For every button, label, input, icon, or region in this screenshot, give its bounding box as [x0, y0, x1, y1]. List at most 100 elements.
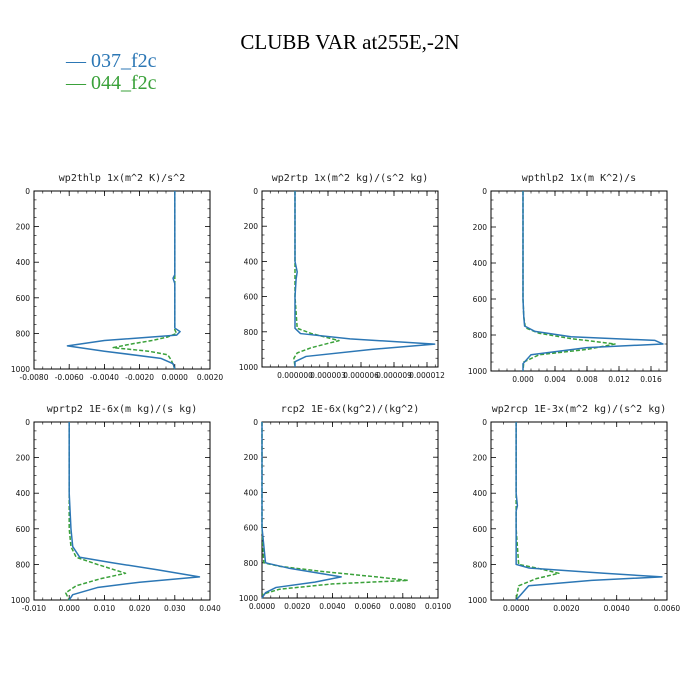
legend-entry-044: — 044_f2c [66, 72, 157, 94]
plot-frame [261, 421, 439, 599]
y-tick-label: 0 [482, 187, 487, 196]
x-tick-label: -0.0020 [125, 373, 154, 382]
y-tick-label: 200 [473, 454, 488, 463]
y-tick-label: 200 [16, 223, 31, 232]
x-tick-label: 0.0020 [197, 373, 223, 382]
x-tick-label: 0.000 [512, 375, 534, 384]
x-tick-label: -0.0080 [20, 373, 49, 382]
y-tick-label: 0 [25, 187, 30, 196]
y-tick-label: 400 [473, 489, 488, 498]
series-line-037_f2c [294, 191, 436, 367]
x-tick-label: 0.012 [608, 375, 630, 384]
series-line-044_f2c [64, 422, 127, 601]
x-tick-label: 0.0060 [354, 602, 380, 611]
series-line-044_f2c [293, 191, 340, 368]
y-tick-label: 1000 [11, 365, 30, 374]
series-line-037_f2c [261, 422, 342, 599]
y-tick-label: 200 [244, 453, 259, 462]
y-tick-label: 800 [244, 559, 259, 568]
y-tick-label: 600 [473, 295, 488, 304]
series-line-044_f2c [261, 422, 409, 596]
y-tick-label: 600 [16, 294, 31, 303]
y-tick-label: 600 [244, 524, 259, 533]
x-tick-label: 0.0040 [319, 602, 345, 611]
x-tick-label: 0.008 [576, 375, 598, 384]
x-tick-label: 0.0000 [162, 373, 188, 382]
x-tick-label: 0.0000 [503, 604, 529, 613]
series-line-037_f2c [522, 191, 664, 371]
y-tick-label: 800 [16, 560, 31, 569]
x-tick-label: -0.0040 [90, 373, 119, 382]
y-tick-label: 600 [244, 293, 259, 302]
page-title: CLUBB VAR at255E,-2N [240, 30, 460, 54]
y-tick-label: 400 [16, 489, 31, 498]
series-line-037_f2c [515, 422, 663, 601]
panel-title: wp2thlp 1x(m^2 K)/s^2 [59, 173, 185, 184]
y-tick-label: 800 [473, 331, 488, 340]
series-line-037_f2c [68, 422, 201, 601]
panel-title: wp2rcp 1E-3x(m^2 kg)/(s^2 kg) [492, 404, 667, 415]
x-tick-label: 0.000 [58, 604, 80, 613]
y-tick-label: 1000 [11, 596, 30, 605]
x-tick-label: 0.000006 [343, 371, 379, 380]
x-tick-label: 0.010 [94, 604, 116, 613]
y-tick-label: 800 [16, 329, 31, 338]
x-tick-label: 0.0020 [284, 602, 310, 611]
x-tick-label: 0.000000 [277, 371, 313, 380]
x-tick-label: 0.020 [129, 604, 151, 613]
y-tick-label: 800 [473, 560, 488, 569]
y-tick-label: 200 [244, 222, 259, 231]
x-tick-label: 0.040 [199, 604, 221, 613]
y-tick-label: 800 [244, 328, 259, 337]
x-tick-label: 0.004 [544, 375, 566, 384]
y-tick-label: 1000 [239, 594, 258, 603]
x-tick-label: 0.030 [164, 604, 186, 613]
y-tick-label: 1000 [468, 367, 487, 376]
y-tick-label: 1000 [239, 363, 258, 372]
x-tick-label: 0.0020 [553, 604, 579, 613]
panel-title: wprtp2 1E-6x(m kg)/(s kg) [47, 404, 198, 415]
x-tick-label: 0.016 [640, 375, 662, 384]
x-tick-label: 0.0080 [390, 602, 416, 611]
panel-title: wpthlp2 1x(m K^2)/s [522, 173, 636, 184]
x-tick-label: 0.0040 [604, 604, 630, 613]
panel-1: wp2thlp 1x(m^2 K)/s^202004006008001000-0… [11, 173, 223, 382]
series-line-044_f2c [112, 191, 178, 370]
y-tick-label: 600 [473, 525, 488, 534]
panel-5: rcp2 1E-6x(kg^2)/(kg^2) 0 200 400 600 800 1000… [239, 404, 451, 611]
y-tick-label: 0 [253, 418, 258, 427]
x-tick-label: 0.000012 [409, 371, 445, 380]
y-tick-label: 400 [16, 258, 31, 267]
plot-frame [33, 421, 211, 601]
series-line-037_f2c [66, 191, 181, 370]
x-tick-label: 0.0060 [654, 604, 680, 613]
x-tick-label: -0.010 [22, 604, 46, 613]
x-tick-label: 0.000009 [376, 371, 412, 380]
y-tick-label: 1000 [468, 596, 487, 605]
x-tick-label: -0.0060 [55, 373, 84, 382]
y-tick-label: 400 [244, 488, 259, 497]
x-tick-label: 0.000003 [310, 371, 346, 380]
series-line-044_f2c [522, 191, 616, 372]
panel-2: wp2rtp 1x(m^2 kg)/(s^2 kg) 0 200 400 600 800 1… [239, 173, 445, 380]
plot-frame [490, 190, 668, 372]
panel-6: wp2rcp 1E-3x(m^2 kg)/(s^2 kg) 0 200 400 600 8… [468, 404, 680, 613]
y-tick-label: 400 [473, 259, 488, 268]
y-tick-label: 0 [482, 418, 487, 427]
panel-4: wprtp2 1E-6x(m kg)/(s kg) 0 200 400 600 800 10… [11, 404, 221, 613]
y-tick-label: 0 [253, 187, 258, 196]
y-tick-label: 200 [473, 223, 488, 232]
x-tick-label: 0.0100 [425, 602, 451, 611]
series-line-044_f2c [515, 422, 560, 601]
legend-entry-037: — 037_f2c [66, 50, 157, 72]
y-tick-label: 0 [25, 418, 30, 427]
plot-frame [261, 190, 439, 368]
y-tick-label: 600 [16, 525, 31, 534]
plot-frame [33, 190, 211, 370]
y-tick-label: 200 [16, 454, 31, 463]
panel-title: rcp2 1E-6x(kg^2)/(kg^2) [281, 404, 419, 415]
panel-title: wp2rtp 1x(m^2 kg)/(s^2 kg) [272, 173, 429, 184]
plot-frame [490, 421, 668, 601]
y-tick-label: 400 [244, 257, 259, 266]
